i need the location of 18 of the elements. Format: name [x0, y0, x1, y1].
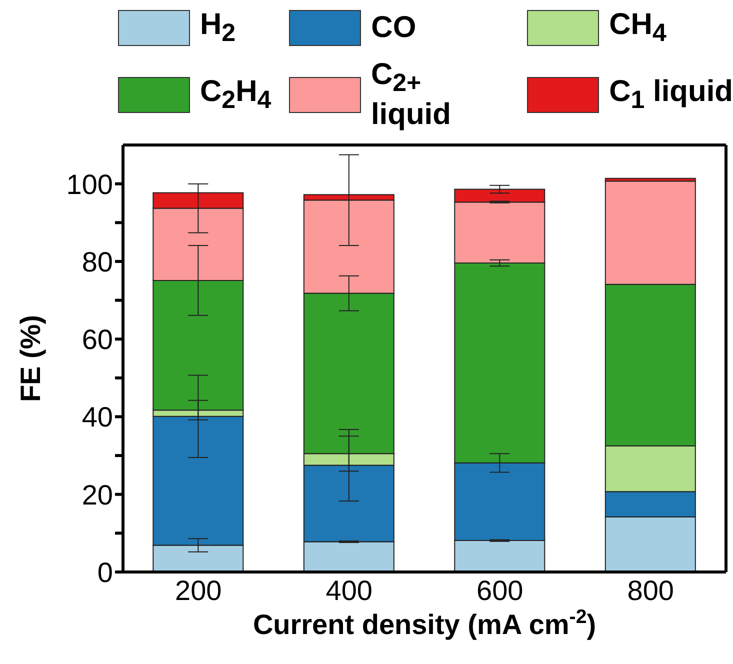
x-axis-title: Current density (mA cm$^{-2}$) [252, 606, 596, 640]
x-tick-label: 600 [476, 574, 524, 606]
x-tick-label: 200 [175, 574, 222, 606]
x-tick-label: 800 [627, 574, 674, 606]
y-tick-label: 100 [66, 168, 113, 200]
y-tick-label: 40 [82, 402, 113, 433]
y-axis-title: FE (%) [15, 314, 46, 402]
legend-label: C$_{2+}$ liquid [370, 58, 452, 132]
x-tick-label: 400 [326, 574, 372, 606]
y-tick-label: 20 [82, 479, 113, 510]
legend-label: H$_{2}$ [200, 8, 236, 48]
y-tick-label: 80 [82, 246, 113, 278]
y-tick-label: 0 [97, 556, 113, 588]
legend-label: CH$_{4}$ [609, 8, 666, 48]
legend-label: C$_{2}$H$_{4}$ [200, 75, 272, 115]
legend-label: CO [371, 11, 416, 45]
legend-label: C$_{1}$ liquid [609, 75, 733, 115]
y-tick-label: 60 [82, 324, 113, 356]
